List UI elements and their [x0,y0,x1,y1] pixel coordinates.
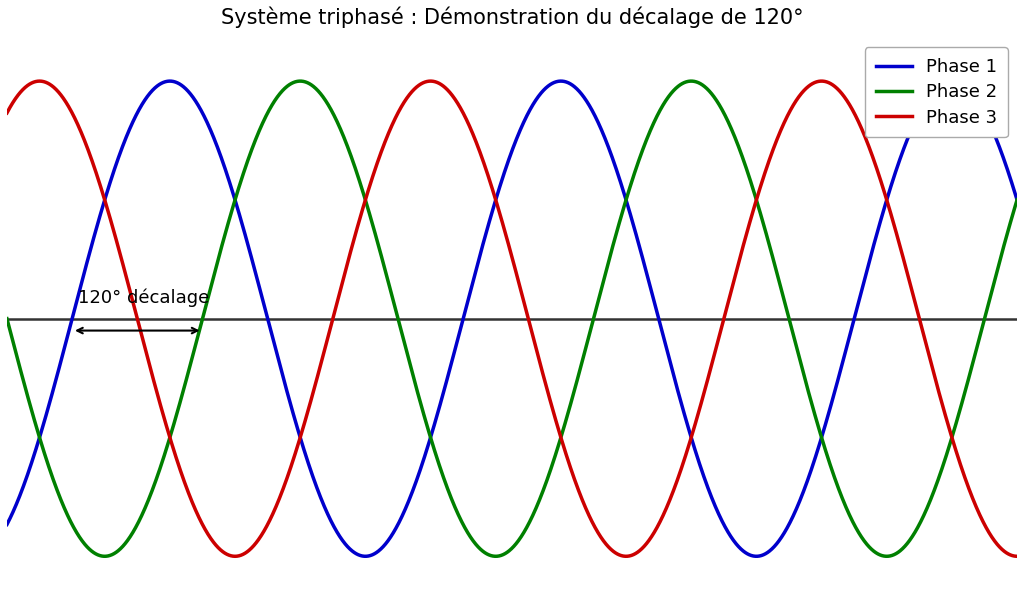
Title: Système triphasé : Démonstration du décalage de 120°: Système triphasé : Démonstration du déca… [221,7,803,28]
Phase 3 [1,109,13,116]
Phase 2 [991,264,1004,271]
Phase 1 [116,144,128,152]
Phase 3 [1011,553,1023,560]
Phase 3 [176,473,188,480]
Phase 3 [34,78,46,85]
Line: Phase 3: Phase 3 [7,81,1017,556]
Phase 1 [1011,196,1023,204]
Phase 1 [751,553,763,560]
Phase 3 [432,79,444,87]
Phase 1 [164,78,176,85]
Phase 1 [883,188,895,196]
Legend: Phase 1, Phase 2, Phase 3: Phase 1, Phase 2, Phase 3 [864,47,1008,138]
Phase 2 [388,302,400,310]
Phase 2 [881,553,893,560]
Line: Phase 1: Phase 1 [7,81,1017,556]
Phase 1 [176,82,188,90]
Text: 120° décalage: 120° décalage [78,288,209,307]
Phase 2 [176,391,188,399]
Phase 2 [432,459,444,466]
Phase 2 [1011,196,1023,204]
Phase 2 [294,78,306,85]
Phase 1 [388,527,400,534]
Phase 1 [432,407,444,415]
Phase 2 [1,315,13,322]
Phase 3 [991,541,1004,548]
Phase 3 [883,203,895,210]
Line: Phase 2: Phase 2 [7,81,1017,556]
Phase 1 [991,139,1004,147]
Phase 1 [1,521,13,528]
Phase 2 [883,553,895,560]
Phase 2 [116,544,128,551]
Phase 3 [117,259,129,266]
Phase 3 [388,116,400,123]
